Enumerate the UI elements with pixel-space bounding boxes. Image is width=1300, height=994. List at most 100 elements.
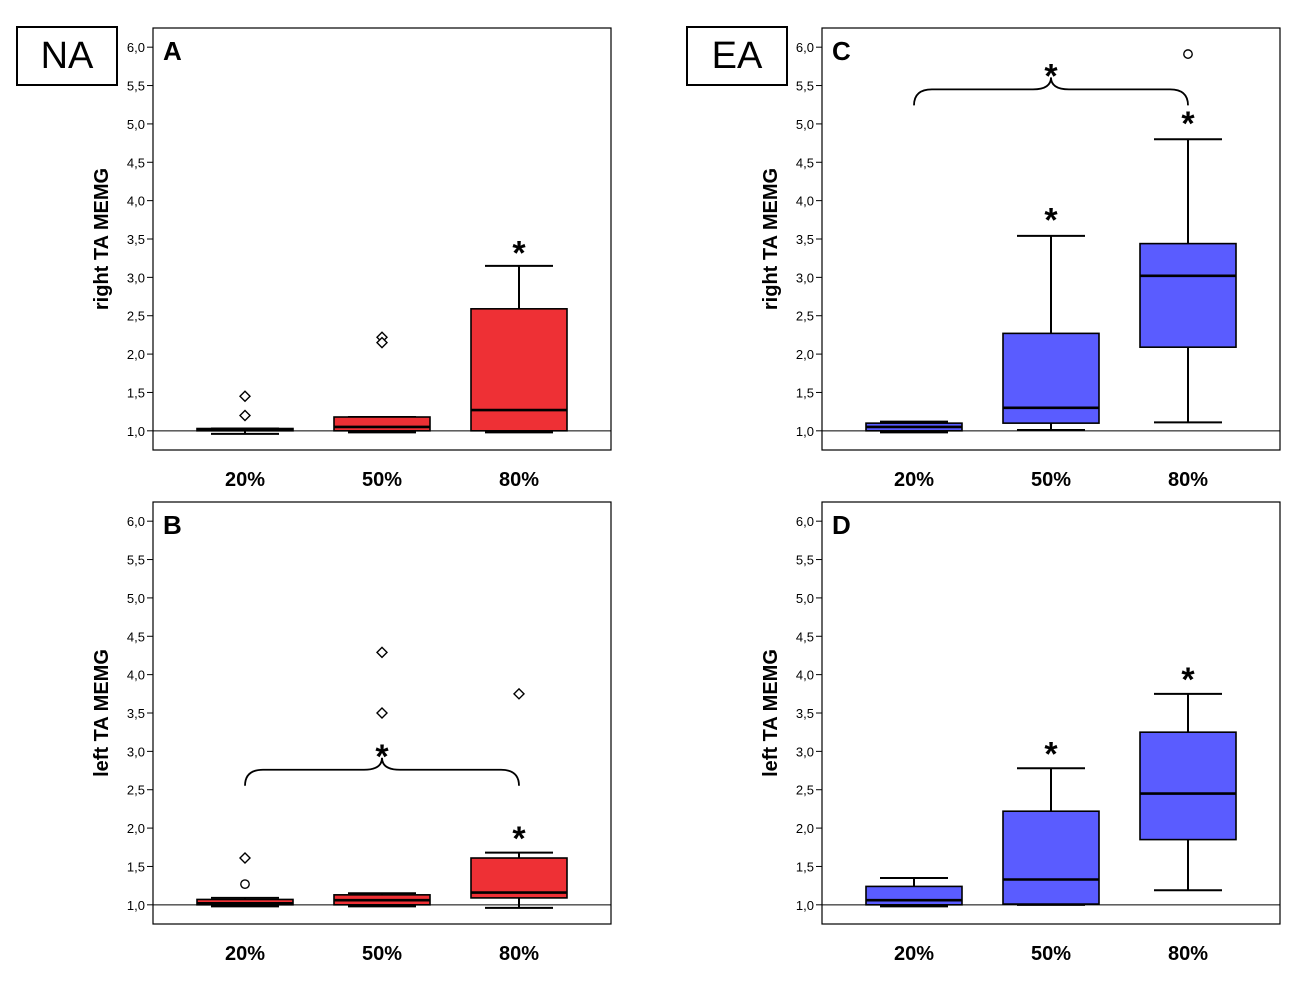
y-tick-label: 5,5 bbox=[127, 553, 145, 568]
significance-asterisk: * bbox=[1181, 661, 1195, 699]
y-tick-label: 1,0 bbox=[796, 898, 814, 913]
x-tick-label-80pct: 80% bbox=[499, 943, 539, 965]
y-axis-label: left TA MEMG bbox=[760, 649, 782, 777]
y-tick-label: 2,0 bbox=[796, 347, 814, 362]
brace-asterisk: * bbox=[375, 738, 389, 776]
y-tick-label: 3,0 bbox=[127, 744, 145, 759]
x-tick-label-50pct: 50% bbox=[362, 469, 402, 491]
panel-letter-b: B bbox=[163, 510, 182, 540]
x-tick-label-80pct: 80% bbox=[499, 469, 539, 491]
box-20pct bbox=[865, 876, 963, 908]
y-tick-label: 2,0 bbox=[127, 347, 145, 362]
box-50pct bbox=[333, 892, 431, 908]
significance-asterisk: * bbox=[1044, 202, 1058, 240]
x-tick-label-50pct: 50% bbox=[1031, 469, 1071, 491]
x-tick-label-20pct: 20% bbox=[225, 469, 265, 491]
box-iqr bbox=[1139, 731, 1237, 841]
significance-asterisk: * bbox=[1044, 736, 1058, 774]
box-iqr bbox=[470, 308, 568, 432]
x-tick-label-20pct: 20% bbox=[894, 943, 934, 965]
group-label-na: NA bbox=[16, 26, 118, 86]
y-tick-label: 1,5 bbox=[796, 385, 814, 400]
significance-asterisk: * bbox=[512, 820, 526, 858]
box-50pct bbox=[1002, 234, 1100, 432]
outlier-diamond bbox=[239, 390, 251, 403]
y-axis-label: left TA MEMG bbox=[91, 649, 113, 777]
outlier-diamond bbox=[376, 646, 388, 659]
y-tick-label: 2,5 bbox=[796, 783, 814, 798]
y-tick-label: 5,0 bbox=[796, 117, 814, 132]
x-tick-label-20pct: 20% bbox=[225, 943, 265, 965]
box-iqr bbox=[1002, 810, 1100, 905]
outlier-diamond bbox=[376, 707, 388, 719]
y-tick-label: 4,0 bbox=[796, 668, 814, 683]
y-tick-label: 1,5 bbox=[127, 385, 145, 400]
significance-asterisk: * bbox=[512, 235, 526, 273]
x-tick-label-80pct: 80% bbox=[1168, 469, 1208, 491]
y-tick-label: 5,0 bbox=[796, 591, 814, 606]
y-tick-label: 2,5 bbox=[796, 309, 814, 324]
outlier-circle bbox=[1183, 49, 1193, 59]
x-tick-label-20pct: 20% bbox=[894, 469, 934, 491]
y-tick-label: 2,5 bbox=[127, 783, 145, 798]
group-label-ea: EA bbox=[686, 26, 788, 86]
y-tick-label: 6,0 bbox=[127, 40, 145, 55]
panel-c: C 1,0 1,5 2,0 2,5 3,0 3,5 4,0 4,5 5,0 5,5 6,0 right … bbox=[760, 27, 1281, 491]
y-tick-label: 1,0 bbox=[796, 424, 814, 439]
y-axis-label: right TA MEMG bbox=[760, 168, 782, 310]
x-tick-label-80pct: 80% bbox=[1168, 943, 1208, 965]
panel-letter-a: A bbox=[163, 36, 182, 66]
y-tick-label: 3,5 bbox=[127, 706, 145, 721]
y-tick-label: 5,5 bbox=[796, 79, 814, 94]
y-tick-label: 4,0 bbox=[796, 194, 814, 209]
y-tick-label: 5,0 bbox=[127, 117, 145, 132]
y-tick-label: 4,5 bbox=[796, 629, 814, 644]
outlier-diamond bbox=[513, 687, 525, 700]
y-tick-label: 6,0 bbox=[796, 514, 814, 529]
y-tick-label: 1,0 bbox=[127, 898, 145, 913]
box-50pct bbox=[1002, 767, 1100, 906]
y-tick-label: 1,5 bbox=[796, 859, 814, 874]
y-tick-label: 5,5 bbox=[796, 553, 814, 568]
y-tick-label: 2,0 bbox=[796, 821, 814, 836]
panel-letter-d: D bbox=[832, 510, 851, 540]
box-80pct bbox=[1139, 138, 1237, 424]
y-tick-label: 3,5 bbox=[796, 706, 814, 721]
x-tick-label-50pct: 50% bbox=[362, 943, 402, 965]
y-tick-label: 4,0 bbox=[127, 194, 145, 209]
y-axis-label: right TA MEMG bbox=[91, 168, 113, 310]
brace-asterisk: * bbox=[1044, 57, 1058, 95]
panel-letter-c: C bbox=[832, 36, 851, 66]
y-tick-label: 3,0 bbox=[796, 270, 814, 285]
y-tick-label: 2,0 bbox=[127, 821, 145, 836]
box-iqr bbox=[333, 416, 431, 432]
box-iqr bbox=[1139, 242, 1237, 348]
y-tick-label: 3,5 bbox=[796, 232, 814, 247]
y-tick-label: 3,0 bbox=[796, 744, 814, 759]
y-tick-label: 2,5 bbox=[127, 309, 145, 324]
x-tick-label-50pct: 50% bbox=[1031, 943, 1071, 965]
y-tick-label: 6,0 bbox=[796, 40, 814, 55]
outlier-diamond bbox=[239, 409, 251, 422]
box-80pct bbox=[470, 264, 568, 434]
box-iqr bbox=[1002, 332, 1100, 424]
y-tick-label: 4,0 bbox=[127, 668, 145, 683]
y-tick-label: 4,5 bbox=[127, 155, 145, 170]
y-tick-label: 1,5 bbox=[127, 859, 145, 874]
box-iqr bbox=[865, 885, 963, 906]
box-80pct bbox=[470, 851, 568, 909]
panel-a: A 1,0 1,5 2,0 2,5 3,0 3,5 4,0 4,5 5,0 5,5 6,0 right … bbox=[91, 27, 612, 491]
panel-b: B 1,0 1,5 2,0 2,5 3,0 3,5 4,0 4,5 5,0 5,5 6,0 left T… bbox=[91, 501, 612, 965]
y-tick-label: 3,0 bbox=[127, 270, 145, 285]
y-tick-label: 4,5 bbox=[127, 629, 145, 644]
y-tick-label: 5,0 bbox=[127, 591, 145, 606]
outlier-diamond bbox=[239, 852, 251, 865]
y-tick-label: 1,0 bbox=[127, 424, 145, 439]
outlier-circle bbox=[240, 879, 250, 890]
box-20pct bbox=[196, 427, 294, 435]
significance-asterisk: * bbox=[1181, 105, 1195, 143]
box-50pct bbox=[333, 416, 431, 434]
y-tick-label: 5,5 bbox=[127, 79, 145, 94]
box-20pct bbox=[196, 896, 294, 908]
